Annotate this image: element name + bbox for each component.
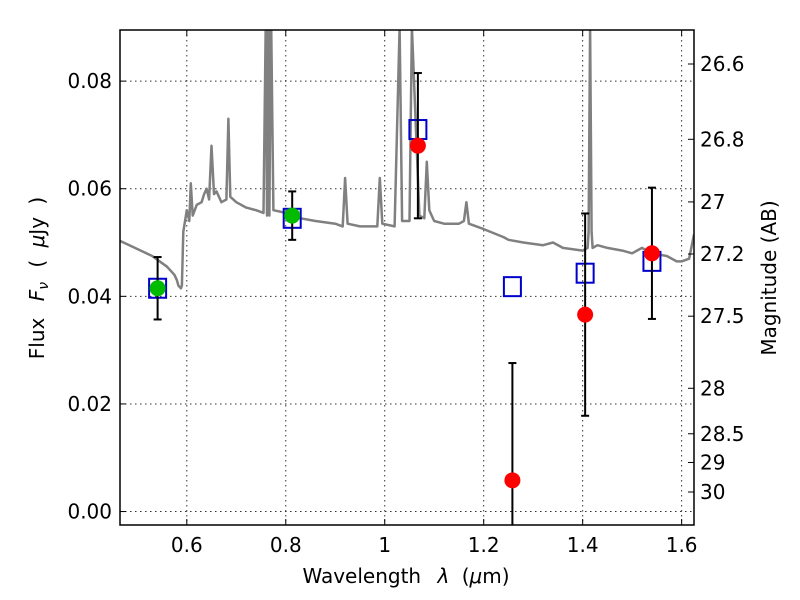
y-tick-label: 0.00 (67, 500, 112, 524)
x-axis-title-unit-rest: m) (482, 564, 509, 588)
y-tick-label: 0.04 (67, 284, 112, 308)
plot-frame (119, 29, 695, 526)
x-axis-title-unit-mu: μ (469, 564, 483, 588)
x-axis-title-symbol: λ (436, 564, 449, 588)
y-axis-title-unit-mu: μ (25, 235, 49, 249)
y-axis-title-left: Flux Fν ( μJy ) (25, 197, 53, 359)
x-tick-label: 1.6 (666, 533, 698, 557)
x-tick-label: 0.8 (270, 533, 302, 557)
right-tick-label: 26.8 (700, 127, 745, 151)
x-tick-label: 1 (378, 533, 391, 557)
y-axis-title-unit-open: ( (25, 260, 49, 268)
model-photometry-square (502, 276, 522, 298)
y-axis-title-right: Magnitude (AB) (757, 200, 781, 355)
right-tick-label: 29 (700, 450, 725, 474)
observed-data-point (577, 306, 594, 323)
right-tick-label: 27 (700, 190, 725, 214)
x-axis-title: Wavelength λ (μm) (302, 564, 509, 588)
y-tick-label: 0.08 (67, 69, 112, 93)
observed-data-point (643, 245, 660, 262)
x-tick-label: 1.4 (567, 533, 599, 557)
y-axis-title-symbol: F (25, 289, 49, 301)
observed-data-point (409, 137, 426, 154)
y-axis-title-unit-rest: Jy (25, 217, 49, 237)
x-axis-title-unit-open: ( (462, 564, 470, 588)
right-tick-label: 28 (700, 376, 725, 400)
y-axis-title-unit-close: ) (25, 197, 49, 205)
right-tick-label: 27.5 (700, 304, 745, 328)
observed-data-point (504, 472, 521, 489)
observed-data-point (149, 280, 166, 297)
observed-data-point (284, 207, 301, 224)
y-tick-label: 0.02 (67, 392, 112, 416)
sed-model-line (120, 30, 694, 290)
grid (120, 30, 694, 525)
right-tick-label: 30 (700, 480, 725, 504)
ticks: 0.6 0.8 1 1.2 1.4 1.6 0.00 0.02 0.04 0.06 0.08 26.6… (67, 30, 745, 557)
right-tick-label: 26.6 (700, 52, 745, 76)
y-axis-title-symbol-sub: ν (36, 282, 52, 290)
plot-area (120, 30, 694, 525)
right-tick-label: 27.2 (700, 242, 745, 266)
right-tick-label: 28.5 (700, 422, 745, 446)
y-tick-label: 0.06 (67, 177, 112, 201)
x-tick-label: 0.6 (171, 533, 203, 557)
y-axis-title-word: Flux (25, 317, 49, 359)
x-axis-title-word: Wavelength (302, 564, 421, 588)
x-tick-label: 1.2 (468, 533, 500, 557)
